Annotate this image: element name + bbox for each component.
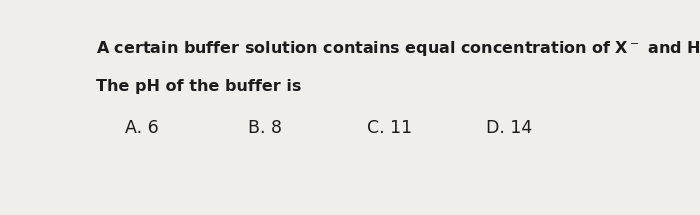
Text: A. 6: A. 6 [125,118,159,137]
Text: D. 14: D. 14 [486,118,533,137]
Text: C. 11: C. 11 [367,118,412,137]
Text: B. 8: B. 8 [248,118,281,137]
Text: A certain buffer solution contains equal concentration of X$^-$ and HX. The Ka o: A certain buffer solution contains equal… [96,37,700,59]
Text: The pH of the buffer is: The pH of the buffer is [96,79,301,94]
